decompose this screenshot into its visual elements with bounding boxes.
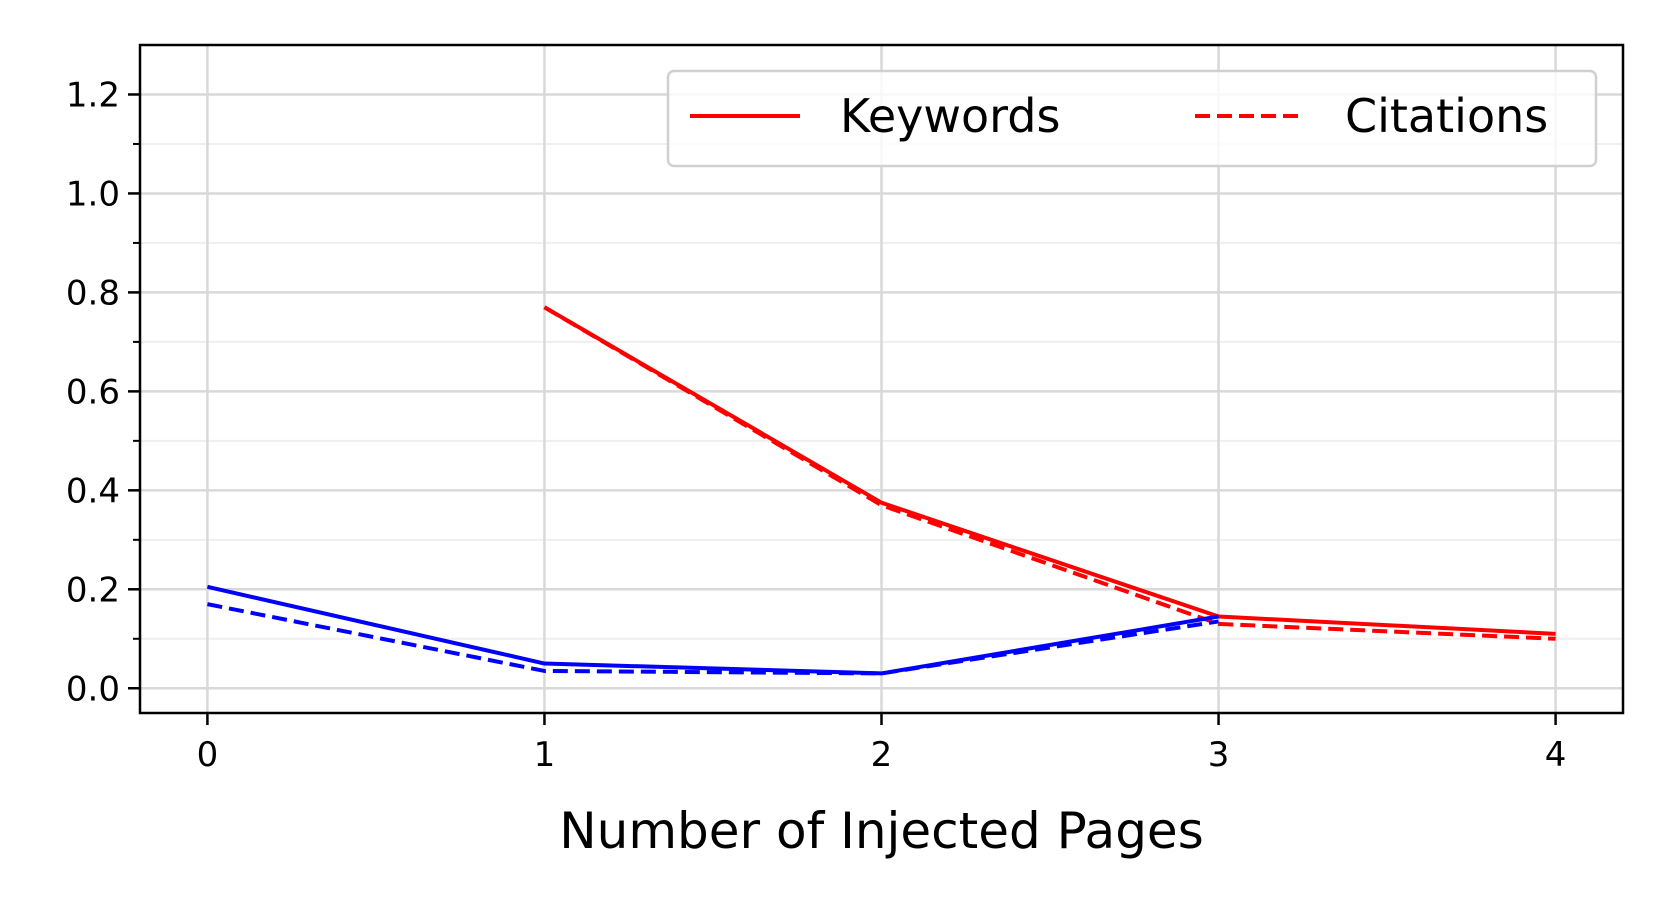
y-tick-label: 0.0 <box>66 669 120 709</box>
legend-label: Citations <box>1345 89 1548 143</box>
series-line-4 <box>207 602 1219 676</box>
x-tick-label: 2 <box>871 735 893 775</box>
y-tick-label: 0.8 <box>66 273 120 313</box>
series-line-1 <box>543 305 1556 636</box>
x-tick-label: 0 <box>197 735 219 775</box>
y-tick-label: 0.2 <box>66 570 120 610</box>
y-tick-label: 1.0 <box>66 174 120 214</box>
y-tick-label: 0.4 <box>66 471 120 511</box>
legend-label: Keywords <box>840 89 1060 143</box>
ticks-layer: 0.0 0.2 0.4 0.6 0.8 1.0 1.2 0 1 2 3 4 <box>66 75 1566 775</box>
legend: Keywords Citations <box>666 69 1598 168</box>
y-tick-label: 1.2 <box>66 75 120 115</box>
x-axis-title: Number of Injected Pages <box>559 802 1204 860</box>
y-tick-label: 0.6 <box>66 372 120 412</box>
x-tick-label: 3 <box>1208 735 1230 775</box>
series-line-3 <box>206 584 1219 676</box>
x-tick-label: 1 <box>534 735 556 775</box>
x-tick-label: 4 <box>1545 735 1567 775</box>
series-line-2 <box>543 305 1556 641</box>
legend-box <box>666 69 1598 168</box>
series-layer <box>206 305 1556 676</box>
